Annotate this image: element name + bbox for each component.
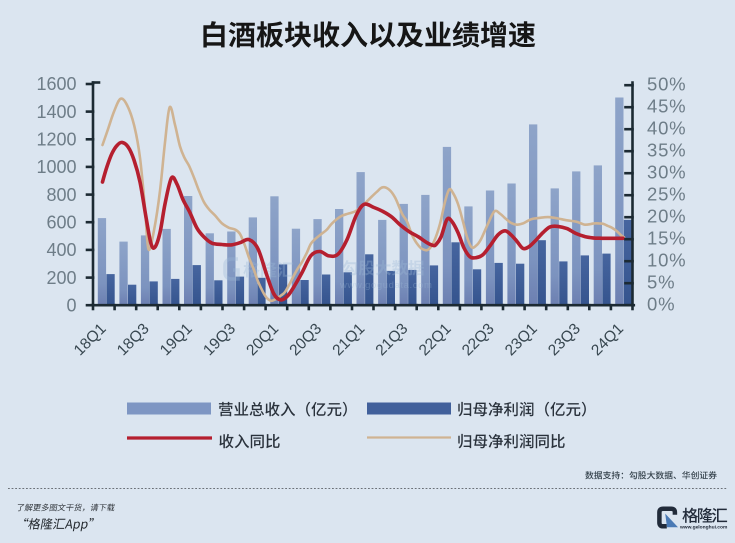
svg-text:0%: 0%	[647, 293, 675, 314]
svg-text:50%: 50%	[647, 73, 686, 94]
svg-text:0: 0	[66, 295, 76, 315]
svg-text:1600: 1600	[36, 74, 76, 94]
svg-text:30%: 30%	[647, 161, 686, 182]
svg-text:35%: 35%	[647, 139, 686, 160]
svg-text:800: 800	[46, 185, 76, 205]
svg-text:1000: 1000	[36, 157, 76, 177]
svg-text:15%: 15%	[647, 227, 686, 248]
svg-text:45%: 45%	[647, 95, 686, 116]
svg-text:25%: 25%	[647, 183, 686, 204]
svg-text:www.gogudata.com: www.gogudata.com	[339, 280, 433, 291]
svg-text:www.gelonghui.com: www.gelonghui.com	[679, 525, 728, 531]
svg-text:10%: 10%	[647, 249, 686, 270]
svg-text:600: 600	[46, 212, 76, 232]
svg-text:5%: 5%	[647, 271, 675, 292]
svg-text:40%: 40%	[647, 117, 686, 138]
svg-text:1200: 1200	[36, 130, 76, 150]
svg-text:400: 400	[46, 240, 76, 260]
svg-text:20%: 20%	[647, 205, 686, 226]
svg-text:1400: 1400	[36, 102, 76, 122]
svg-text:200: 200	[46, 268, 76, 288]
